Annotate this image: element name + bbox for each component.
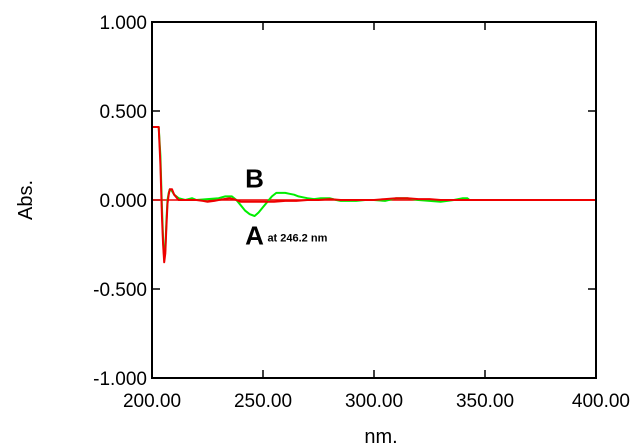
- y-tick-label: -1.000: [93, 369, 147, 390]
- series-line-2: [152, 126, 596, 264]
- annotation-wavelength: at 246.2 nm: [267, 232, 327, 244]
- annotations: BA at 246.2 nm: [245, 164, 327, 251]
- y-tick-label: 0.500: [99, 102, 147, 123]
- annotation-label-b: B: [245, 164, 264, 194]
- y-tick-labels: 1.000 0.500 0.000 -0.500 -1.000: [93, 13, 147, 390]
- x-tick-label: 250.00: [234, 391, 292, 412]
- x-tick-label: 300.00: [345, 391, 403, 412]
- y-axis-title: Abs.: [15, 180, 37, 220]
- plot-frame: [151, 21, 597, 379]
- annotation-label-a: A: [245, 221, 264, 251]
- x-tick-label: 200.00: [123, 391, 181, 412]
- x-axis-title: nm.: [364, 426, 397, 446]
- y-tick-label: -0.500: [93, 280, 147, 301]
- y-tick-label: 0.000: [99, 191, 147, 212]
- series-group: [152, 126, 596, 264]
- x-tick-labels: 200.00 250.00 300.00 350.00 400.00: [123, 391, 630, 412]
- x-tick-label: 350.00: [456, 391, 514, 412]
- y-tick-label: 1.000: [99, 13, 147, 34]
- x-tick-label: 400.00: [572, 391, 630, 412]
